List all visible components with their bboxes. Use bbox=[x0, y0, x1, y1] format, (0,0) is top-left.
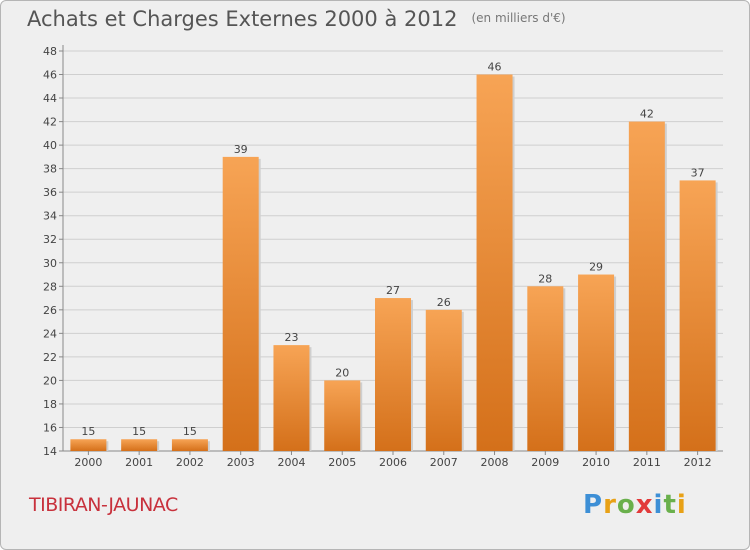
bar bbox=[171, 439, 208, 451]
bar bbox=[679, 180, 716, 452]
bar-value-label: 46 bbox=[488, 61, 502, 74]
bar bbox=[222, 156, 259, 451]
y-tick-label: 36 bbox=[43, 186, 57, 199]
y-tick-label: 30 bbox=[43, 257, 57, 270]
bar-value-label: 42 bbox=[640, 108, 654, 121]
bar bbox=[628, 121, 665, 452]
chart-title: Achats et Charges Externes 2000 à 2012 (e… bbox=[27, 7, 566, 31]
x-tick-label: 2008 bbox=[481, 456, 509, 469]
bar-value-label: 39 bbox=[234, 143, 248, 156]
labels: 15 15 15 39 23 20 27 26 46 28 29 42 37 bbox=[81, 61, 704, 439]
y-tick-label: 42 bbox=[43, 116, 57, 129]
y-tick-label: 34 bbox=[43, 210, 57, 223]
bar bbox=[425, 309, 462, 451]
x-tick-label: 2007 bbox=[430, 456, 458, 469]
x-tick-label: 2001 bbox=[125, 456, 153, 469]
bar bbox=[375, 298, 411, 451]
y-tick-label: 20 bbox=[43, 374, 57, 387]
x-tick-label: 2005 bbox=[328, 456, 356, 469]
logo-letter: x bbox=[635, 490, 654, 520]
logo-letter: P bbox=[583, 490, 604, 520]
y-tick-label: 26 bbox=[43, 304, 57, 317]
y-tick-label: 32 bbox=[43, 233, 57, 246]
bar bbox=[527, 286, 564, 451]
bar-value-label: 37 bbox=[691, 166, 705, 179]
y-tick-label: 14 bbox=[43, 445, 57, 458]
bar-value-label: 15 bbox=[81, 425, 95, 438]
x-tick-label: 2004 bbox=[277, 456, 305, 469]
logo-letter: i bbox=[653, 490, 664, 520]
bar bbox=[273, 345, 310, 451]
y-tick-label: 28 bbox=[43, 280, 57, 293]
logo-letter: t bbox=[663, 490, 677, 520]
bars bbox=[70, 74, 718, 452]
bar bbox=[70, 439, 107, 451]
bar-value-label: 20 bbox=[335, 366, 349, 379]
x-tick-label: 2012 bbox=[684, 456, 712, 469]
x-tick-label: 2006 bbox=[379, 456, 407, 469]
y-tick-label: 48 bbox=[43, 45, 57, 58]
bar-value-label: 15 bbox=[183, 425, 197, 438]
bar-value-label: 15 bbox=[132, 425, 146, 438]
y-tick-label: 16 bbox=[43, 421, 57, 434]
y-tick-label: 40 bbox=[43, 139, 57, 152]
bar bbox=[578, 274, 615, 451]
bar-value-label: 23 bbox=[284, 331, 298, 344]
logo-letter: o bbox=[616, 490, 636, 520]
axes: 14 16 18 20 22 24 26 28 30 32 34 36 38 40 42 44 46 48 2000… bbox=[43, 45, 723, 469]
bar-value-label: 28 bbox=[538, 272, 552, 285]
bar-value-label: 27 bbox=[386, 284, 400, 297]
x-tick-label: 2011 bbox=[633, 456, 661, 469]
bar bbox=[476, 74, 513, 451]
y-tick-label: 38 bbox=[43, 163, 57, 176]
bar-value-label: 26 bbox=[437, 296, 451, 309]
y-tick-label: 24 bbox=[43, 327, 57, 340]
x-tick-label: 2010 bbox=[582, 456, 610, 469]
logo-letter: i bbox=[676, 490, 687, 520]
proxiti-logo[interactable]: Proxiti bbox=[583, 490, 687, 520]
bar-value-label: 29 bbox=[589, 261, 603, 274]
grid bbox=[63, 50, 723, 452]
bar bbox=[324, 380, 361, 451]
y-tick-label: 44 bbox=[43, 92, 57, 105]
x-tick-label: 2003 bbox=[227, 456, 255, 469]
chart-subtitle: (en milliers d'€) bbox=[471, 11, 566, 25]
x-tick-label: 2000 bbox=[74, 456, 102, 469]
y-tick-label: 46 bbox=[43, 69, 57, 82]
y-tick-label: 22 bbox=[43, 351, 57, 364]
bar bbox=[121, 439, 158, 451]
x-tick-label: 2009 bbox=[531, 456, 559, 469]
logo-letter: r bbox=[603, 490, 617, 520]
y-tick-label: 18 bbox=[43, 398, 57, 411]
town-name: TIBIRAN-JAUNAC bbox=[29, 494, 178, 516]
x-tick-label: 2002 bbox=[176, 456, 204, 469]
title-text: Achats et Charges Externes 2000 à 2012 bbox=[27, 7, 458, 31]
